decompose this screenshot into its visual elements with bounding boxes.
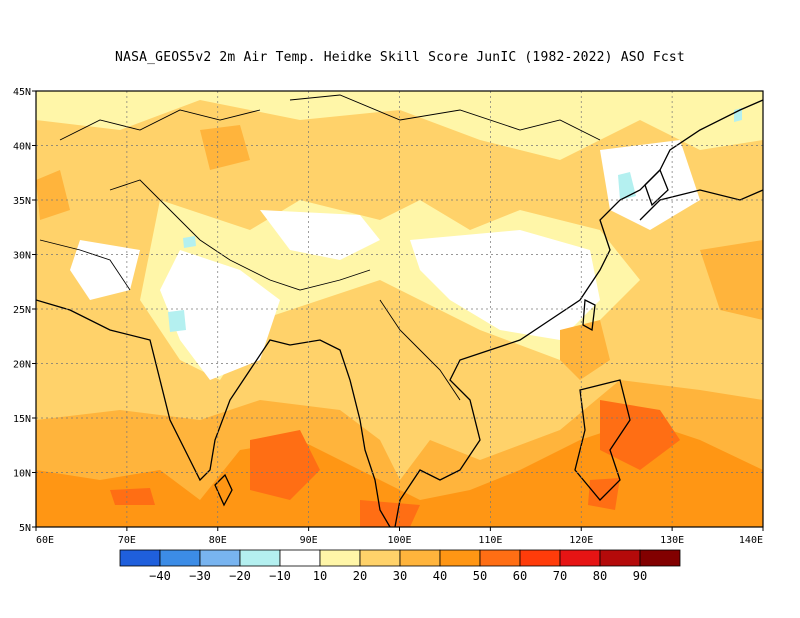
colorbar-label: 10 (313, 569, 327, 583)
colorbar-swatch (599, 549, 641, 567)
colorbar-label: 90 (633, 569, 647, 583)
lon-tick-label: 140E (739, 535, 763, 546)
colorbar-label: 40 (433, 569, 447, 583)
lon-tick-label: 130E (660, 535, 684, 546)
colorbar-swatch (199, 549, 241, 567)
colorbar-label: −20 (229, 569, 251, 583)
colorbar (119, 549, 681, 567)
colorbar-swatch (439, 549, 481, 567)
lon-tick-label: 70E (118, 535, 136, 546)
colorbar-label: −10 (269, 569, 291, 583)
country-borders (39, 94, 601, 401)
lat-tick-labels: 5N 10N 15N 20N 25N 30N 35N 40N 45N (13, 87, 36, 534)
colorbar-swatch (559, 549, 601, 567)
lat-tick-label: 35N (13, 196, 31, 207)
colorbar-swatch (159, 549, 201, 567)
colorbar-swatch (119, 549, 161, 567)
colorbar-swatch (639, 549, 681, 567)
colorbar-label: −40 (149, 569, 171, 583)
lat-tick-label: 15N (13, 414, 31, 425)
colorbar-labels: −40 −30 −20 −10 10 20 30 40 50 60 70 80 90 (149, 569, 647, 583)
colorbar-label: −30 (189, 569, 211, 583)
lat-tick-label: 20N (13, 360, 31, 371)
colorbar-swatch (519, 549, 561, 567)
map-title: NASA_GEOS5v2 2m Air Temp. Heidke Skill S… (115, 50, 685, 65)
colorbar-swatch (479, 549, 521, 567)
colorbar-label: 30 (393, 569, 407, 583)
colorbar-label: 60 (513, 569, 527, 583)
gridlines (36, 91, 763, 527)
colorbar-swatch (359, 549, 401, 567)
lon-tick-label: 110E (478, 535, 502, 546)
colorbar-swatch (319, 549, 361, 567)
lon-tick-label: 60E (36, 535, 54, 546)
lon-tick-label: 80E (209, 535, 227, 546)
colorbar-swatch (399, 549, 441, 567)
lon-tick-label: 120E (569, 535, 593, 546)
lat-tick-label: 30N (13, 251, 31, 262)
colorbar-label: 50 (473, 569, 487, 583)
colorbar-label: 70 (553, 569, 567, 583)
lon-tick-label: 90E (300, 535, 318, 546)
lon-tick-label: 100E (387, 535, 411, 546)
coastlines (36, 99, 763, 527)
lat-tick-label: 5N (19, 523, 31, 534)
lat-tick-label: 25N (13, 305, 31, 316)
colorbar-swatch (279, 549, 321, 567)
colorbar-label: 80 (593, 569, 607, 583)
colorbar-label: 20 (353, 569, 367, 583)
colorbar-swatch (239, 549, 281, 567)
lat-tick-label: 45N (13, 87, 31, 98)
lon-tick-labels: 60E 70E 80E 90E 100E 110E 120E 130E 140E (35, 527, 764, 546)
lat-tick-label: 10N (13, 469, 31, 480)
lat-tick-label: 40N (13, 142, 31, 153)
